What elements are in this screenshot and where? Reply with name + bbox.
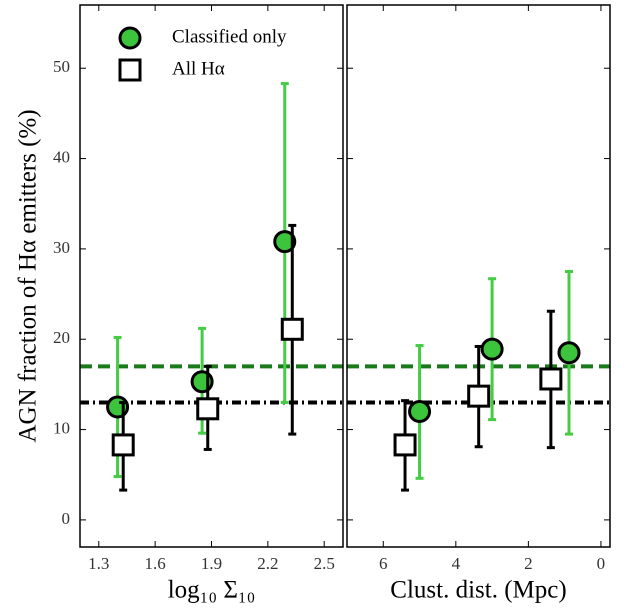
point	[467, 384, 491, 408]
x-tick-label: 1.9	[201, 554, 222, 573]
point	[408, 400, 432, 423]
x-tick-label: 0	[597, 554, 606, 573]
x-tick-label: 1.3	[88, 554, 109, 573]
point	[539, 367, 563, 391]
legend-marker	[118, 26, 142, 50]
y-tick-label: 10	[53, 418, 70, 437]
plot-frame	[79, 4, 344, 548]
legend-marker	[118, 58, 142, 82]
plot-frame	[346, 4, 611, 548]
point	[273, 230, 297, 254]
x-axis-label: log₁₀ Σ₁₀	[168, 577, 256, 604]
point	[480, 337, 504, 361]
y-tick-label: 50	[53, 57, 70, 76]
x-tick-label: 1.6	[145, 554, 166, 573]
y-tick-label: 40	[53, 147, 70, 166]
x-tick-label: 2.2	[257, 554, 278, 573]
y-tick-label: 30	[53, 238, 70, 257]
y-tick-label: 0	[62, 509, 71, 528]
point	[280, 317, 304, 341]
x-tick-label: 4	[452, 554, 461, 573]
point	[557, 341, 581, 365]
x-axis-label: Clust. dist. (Mpc)	[390, 577, 566, 604]
legend-label: Classified only	[172, 26, 287, 47]
y-axis-label: AGN fraction of Hα emitters (%)	[15, 109, 42, 442]
x-tick-label: 2	[524, 554, 533, 573]
x-tick-label: 2.5	[314, 554, 335, 573]
legend-label: All Hα	[172, 58, 225, 79]
point	[393, 433, 417, 457]
y-tick-label: 20	[53, 328, 70, 347]
x-tick-label: 6	[379, 554, 388, 573]
point	[196, 397, 220, 421]
point	[111, 433, 135, 457]
